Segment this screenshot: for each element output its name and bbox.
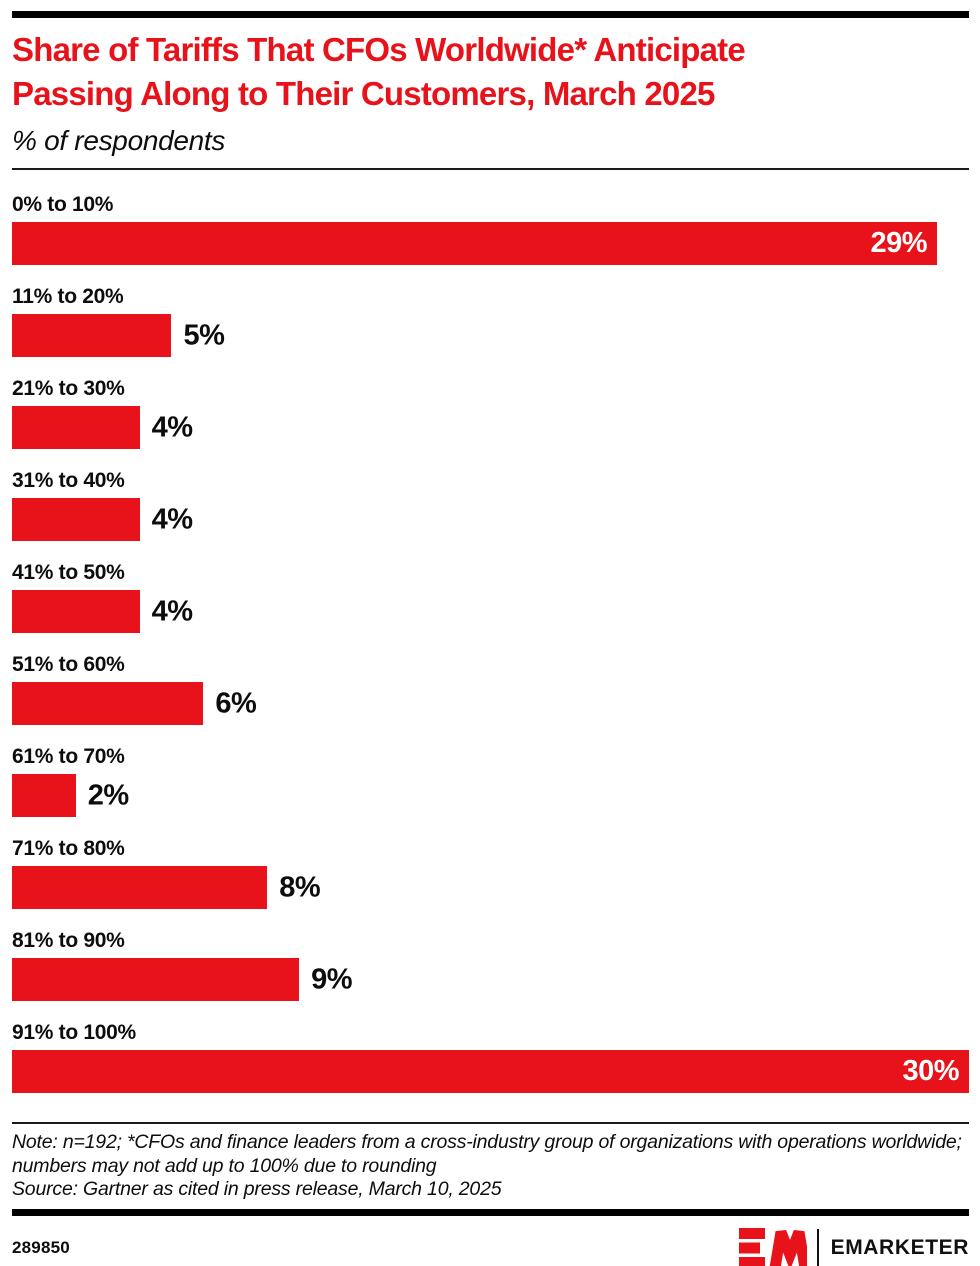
bar-group: 51% to 60% 6% bbox=[12, 653, 969, 725]
category-label: 51% to 60% bbox=[12, 653, 125, 676]
bar bbox=[12, 958, 300, 1001]
bar-group: 81% to 90% 9% bbox=[12, 929, 969, 1001]
value-label: 9% bbox=[311, 963, 353, 995]
bar-track: 9% bbox=[12, 958, 969, 1001]
bar: 29% bbox=[12, 222, 938, 265]
brand-separator bbox=[816, 1228, 819, 1266]
chart-notes: Note: n=192; *CFOs and finance leaders f… bbox=[12, 1131, 969, 1202]
bar-track: 6% bbox=[12, 682, 969, 725]
value-label: 30% bbox=[902, 1055, 959, 1087]
category-label: 71% to 80% bbox=[12, 837, 125, 860]
chart-title-line1: Share of Tariffs That CFOs Worldwide* An… bbox=[12, 31, 746, 68]
chart-title: Share of Tariffs That CFOs Worldwide* An… bbox=[12, 28, 969, 116]
bar-group: 61% to 70% 2% bbox=[12, 745, 969, 817]
brand-name: EMARKETER bbox=[830, 1235, 969, 1259]
note-divider bbox=[12, 1122, 969, 1124]
category-label: 41% to 50% bbox=[12, 561, 125, 584]
bar bbox=[12, 498, 140, 541]
bar-group: 31% to 40% 4% bbox=[12, 469, 969, 541]
brand-lockup: EMARKETER bbox=[738, 1227, 969, 1266]
bar bbox=[12, 590, 140, 633]
top-divider bbox=[12, 11, 969, 18]
source-text: Source: Gartner as cited in press releas… bbox=[12, 1178, 502, 1200]
bar bbox=[12, 774, 76, 817]
bar bbox=[12, 406, 140, 449]
bar-track: 5% bbox=[12, 314, 969, 357]
bar-group: 21% to 30% 4% bbox=[12, 377, 969, 449]
bar bbox=[12, 314, 172, 357]
bar: 30% bbox=[12, 1050, 969, 1093]
category-label: 31% to 40% bbox=[12, 469, 125, 492]
category-label: 0% to 10% bbox=[12, 193, 114, 216]
value-label: 6% bbox=[215, 687, 257, 719]
value-label: 2% bbox=[87, 779, 129, 811]
bar-track: 4% bbox=[12, 590, 969, 633]
bar-group: 11% to 20% 5% bbox=[12, 285, 969, 357]
category-label: 81% to 90% bbox=[12, 929, 125, 952]
category-label: 11% to 20% bbox=[12, 285, 124, 308]
bar-track: 4% bbox=[12, 498, 969, 541]
chart-id: 289850 bbox=[12, 1237, 70, 1257]
header-divider bbox=[12, 168, 969, 170]
bottom-divider bbox=[12, 1208, 969, 1216]
value-label: 5% bbox=[183, 319, 225, 351]
chart-subtitle: % of respondents bbox=[12, 125, 226, 156]
value-label: 29% bbox=[870, 227, 928, 259]
bar-track: 30% bbox=[12, 1050, 969, 1093]
bar-group: 71% to 80% 8% bbox=[12, 837, 969, 909]
category-label: 21% to 30% bbox=[12, 377, 125, 400]
bar bbox=[12, 866, 268, 909]
bar-chart: 0% to 10% 29% 11% to 20% 5% 21% to 30% 4% 31% … bbox=[12, 193, 969, 1093]
bar-track: 8% bbox=[12, 866, 969, 909]
category-label: 61% to 70% bbox=[12, 745, 125, 768]
chart-title-line2: Passing Along to Their Customers, March … bbox=[12, 75, 715, 112]
bar-group: 0% to 10% 29% bbox=[12, 193, 969, 265]
value-label: 8% bbox=[279, 871, 321, 903]
bar-track: 2% bbox=[12, 774, 969, 817]
bar-track: 29% bbox=[12, 222, 969, 265]
value-label: 4% bbox=[151, 595, 193, 627]
value-label: 4% bbox=[151, 411, 193, 443]
note-text: Note: n=192; *CFOs and finance leaders f… bbox=[12, 1131, 962, 1177]
bar-track: 4% bbox=[12, 406, 969, 449]
bar bbox=[12, 682, 204, 725]
bar-group: 91% to 100% 30% bbox=[12, 1021, 969, 1093]
bar-group: 41% to 50% 4% bbox=[12, 561, 969, 633]
category-label: 91% to 100% bbox=[12, 1021, 136, 1044]
footer: 289850 EMARKETER bbox=[12, 1227, 969, 1266]
emarketer-logo-icon bbox=[738, 1227, 807, 1266]
value-label: 4% bbox=[151, 503, 193, 535]
